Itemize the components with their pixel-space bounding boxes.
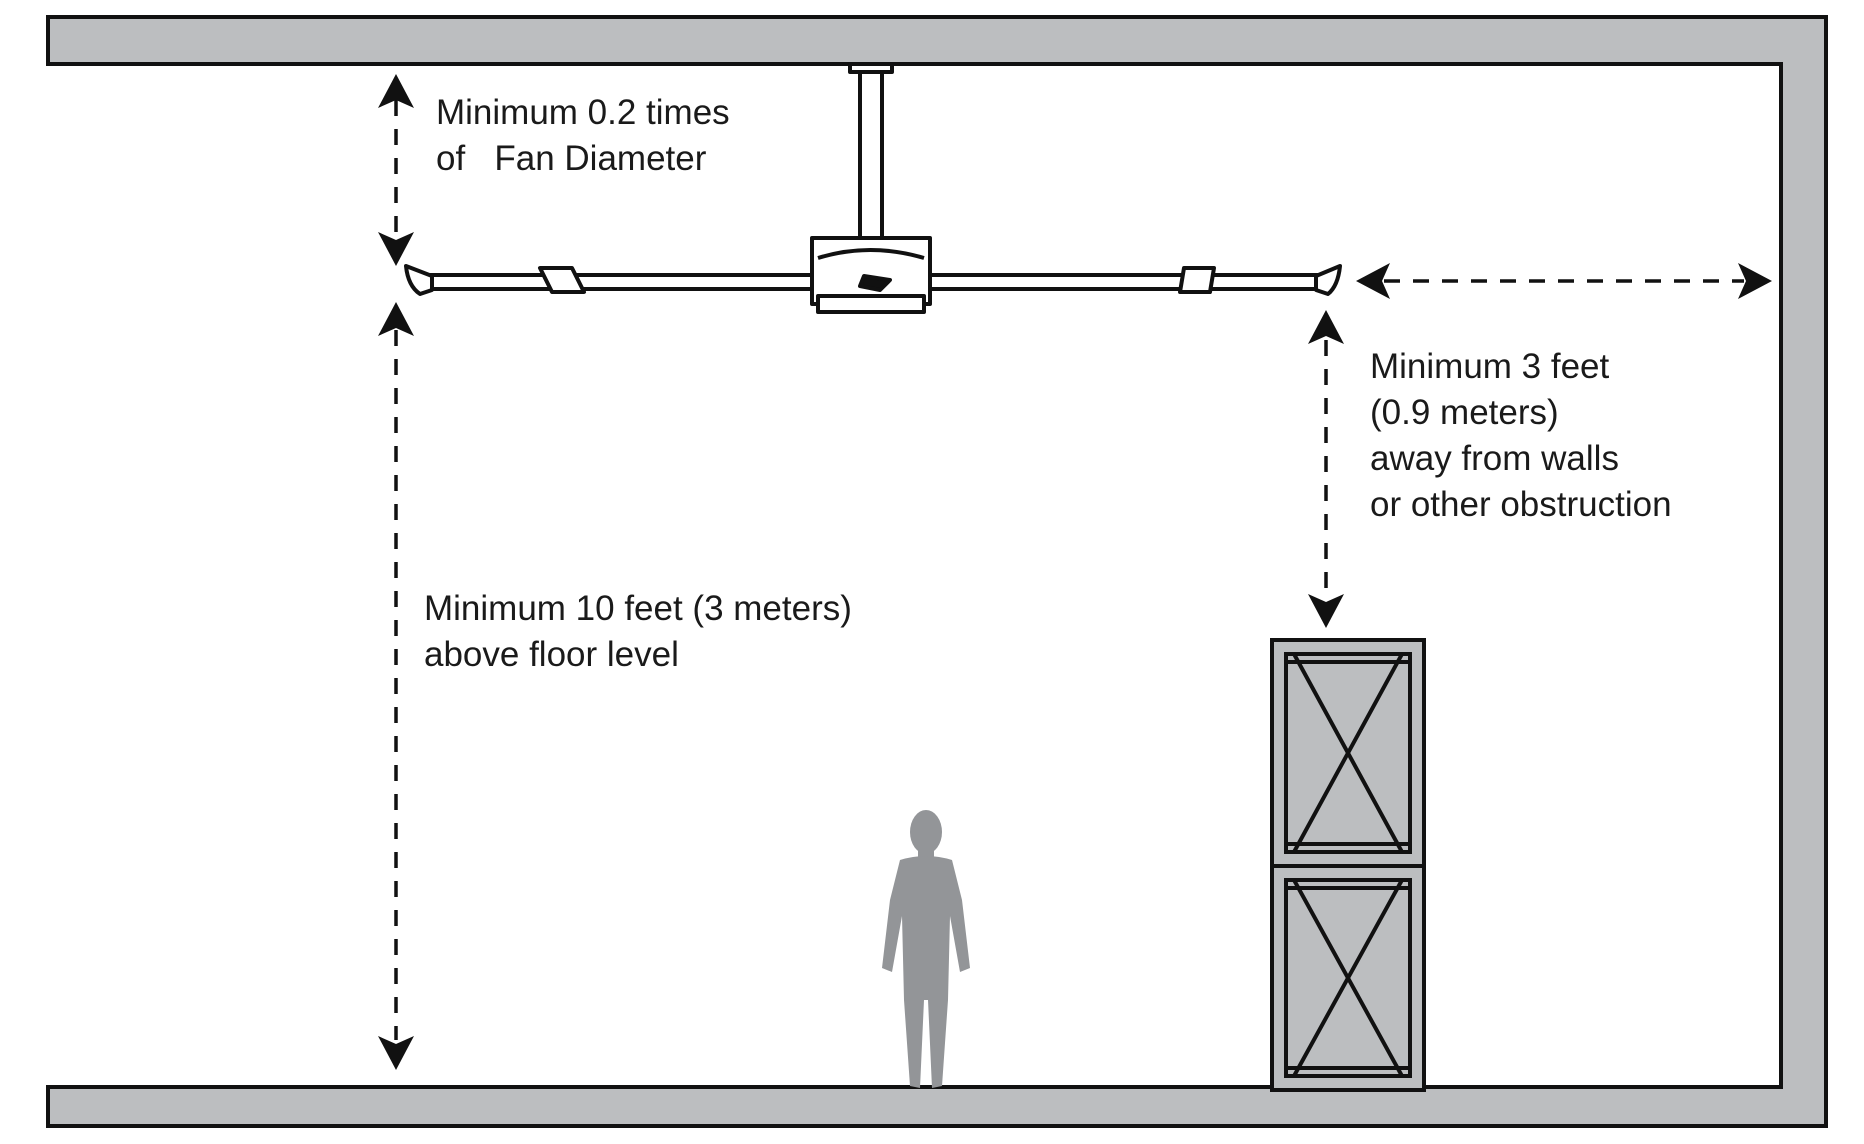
- wall-clearance-label: Minimum 3 feet (0.9 meters) away from wa…: [1370, 347, 1672, 524]
- fan-blade-right: [918, 273, 1322, 291]
- floor-clearance-label: Minimum 10 feet (3 meters) above floor l…: [424, 589, 862, 674]
- wall-clearance-line-1: Minimum 3 feet: [1370, 347, 1610, 386]
- arrow-up-icon: [378, 302, 414, 336]
- wall-clearance-line-3: away from walls: [1370, 439, 1619, 478]
- floor-clearance-line-1: Minimum 10 feet (3 meters): [424, 589, 852, 628]
- floor-clearance-dimension: [378, 302, 414, 1070]
- fan-rod-cap: [848, 62, 894, 74]
- crate-icon: [1270, 638, 1426, 1092]
- wall-clearance-line-2: (0.9 meters): [1370, 393, 1559, 432]
- building-structure: [46, 15, 1828, 1128]
- ceiling-clearance-line-2: of Fan Diameter: [436, 139, 707, 178]
- arrow-right-icon: [1738, 263, 1772, 299]
- fan-motor-curve: [817, 248, 925, 260]
- arrow-down-icon: [378, 1036, 414, 1070]
- ceiling-clearance-line-1: Minimum 0.2 times: [436, 93, 730, 132]
- fan-blade-clip-right: [1178, 266, 1216, 294]
- arrow-up-icon: [378, 74, 414, 108]
- fan-blade-left: [426, 273, 820, 291]
- fan-blade-clip-left: [538, 266, 586, 294]
- ceiling-clearance-dimension: [378, 74, 414, 266]
- arrow-left-icon: [1356, 263, 1390, 299]
- wall-clearance-dimension: [1356, 263, 1772, 299]
- person-silhouette-icon: [882, 810, 970, 1088]
- fan-hub-plate: [816, 294, 926, 314]
- arrow-down-icon: [378, 232, 414, 266]
- obstruction-clearance-dimension: [1308, 310, 1344, 628]
- wall-clearance-line-4: or other obstruction: [1370, 485, 1672, 524]
- crate-bottom-inner: [1284, 878, 1412, 1078]
- floor-clearance-line-2: above floor level: [424, 635, 679, 674]
- fan-motor-housing: [810, 236, 932, 306]
- arrow-down-icon: [1308, 594, 1344, 628]
- fan-blade-tip-left: [404, 264, 434, 296]
- fan-blade-tip-right: [1314, 264, 1342, 296]
- crate-top-inner: [1284, 652, 1412, 854]
- ceiling-clearance-label: Minimum 0.2 times of Fan Diameter: [436, 93, 739, 178]
- fan-hub-detail: [858, 274, 892, 292]
- fan-downrod: [858, 64, 884, 240]
- arrow-up-icon: [1308, 310, 1344, 344]
- ceiling-fan-icon: [404, 62, 1342, 314]
